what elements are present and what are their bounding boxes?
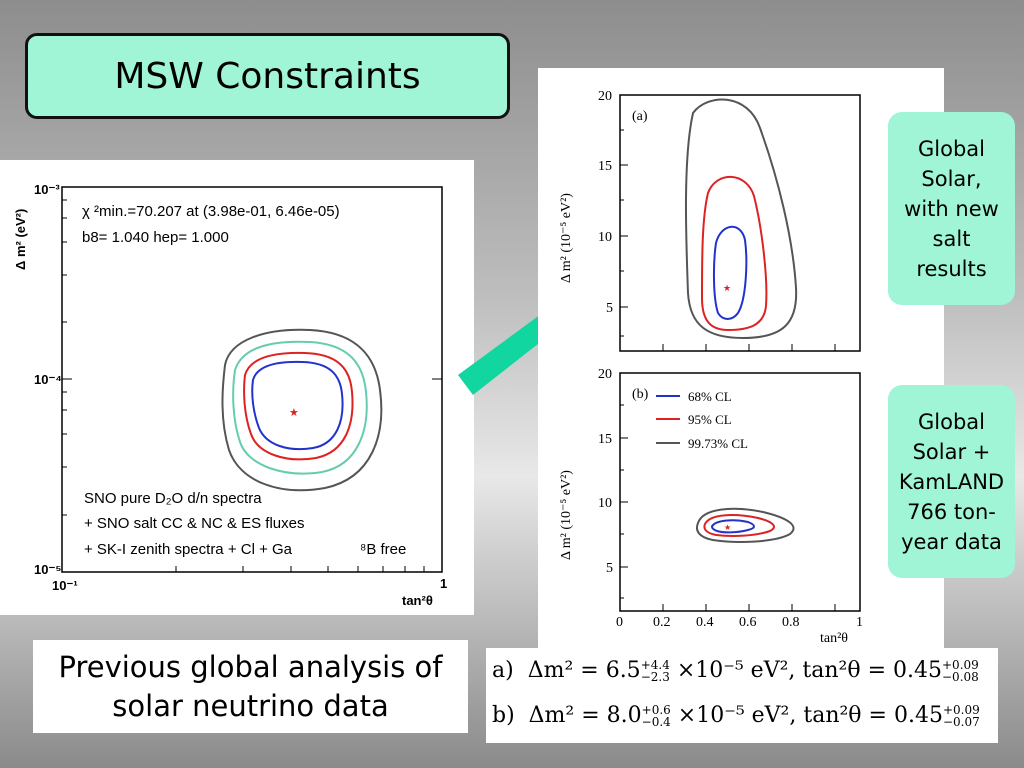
bottom-plot-frame: [619, 372, 861, 612]
legend-95-label: 95% CL: [688, 412, 732, 427]
left-chi-text: χ ²min.=70.207 at (3.98e-01, 6.46e-05): [82, 203, 340, 220]
formula-a-lhs: Δm² = 6.5: [527, 658, 641, 683]
previous-analysis-caption: Previous global analysis of solar neutri…: [33, 640, 468, 733]
left-b8-text: b8= 1.040 hep= 1.000: [82, 229, 229, 246]
left-x-tick-2: 1: [440, 576, 447, 591]
left-y-tick-3: 10⁻⁵: [34, 562, 61, 577]
left-x-tick-1: 10⁻¹: [52, 578, 78, 593]
right-contour-plots: 20 15 10 5 (a) Δ m² (10⁻⁵ eV²) ★ 20 15 1…: [559, 89, 863, 646]
left-y-axis-label: Δ m² (eV²): [13, 209, 28, 270]
top-y-tick-2: 15: [598, 159, 612, 174]
bottom-x-tick-1: 0: [616, 615, 623, 630]
left-legend-3: + SK-I zenith spectra + Cl + Ga: [84, 541, 293, 558]
top-y-tick-4: 5: [606, 301, 613, 316]
bottom-contour-68: [711, 519, 755, 534]
legend-99-label: 99.73% CL: [688, 436, 748, 451]
bottom-x-tick-5: 0.8: [782, 615, 800, 630]
formula-b-upper-error: +0.6: [641, 703, 671, 717]
formula-b-upper-error-2: +0.09: [942, 703, 980, 717]
legend-68-label: 68% CL: [688, 389, 732, 404]
bottom-best-fit-star: ★: [724, 523, 731, 532]
note-global-solar-salt: Global Solar, with new salt results: [888, 112, 1015, 305]
top-plot-frame: [619, 94, 861, 352]
bottom-x-tick-3: 0.4: [696, 615, 714, 630]
left-y-tick-2: 10⁻⁴: [34, 372, 62, 387]
top-y-tick-1: 20: [598, 89, 612, 104]
formula-b-lhs: Δm² = 8.0: [528, 703, 642, 728]
bottom-panel-label: (b): [632, 387, 649, 402]
top-y-tick-3: 10: [598, 230, 612, 245]
bottom-x-axis-label: tan²θ: [820, 631, 848, 646]
right-plots-panel: 20 15 10 5 (a) Δ m² (10⁻⁵ eV²) ★ 20 15 1…: [538, 68, 944, 648]
formula-a-middle: ×10⁻⁵ eV², tan²θ = 0.45: [676, 658, 942, 683]
left-contour-68: [251, 360, 344, 451]
left-legend-2: + SNO salt CC & NC & ES fluxes: [84, 515, 304, 532]
bottom-y-tick-3: 10: [598, 496, 612, 511]
formula-b-middle: ×10⁻⁵ eV², tan²θ = 0.45: [677, 703, 943, 728]
bottom-contour-99: [695, 507, 795, 543]
top-contour-95: [700, 175, 768, 332]
left-contour-outer: [221, 328, 383, 492]
formula-a-lower-error: −2.3: [640, 670, 670, 684]
bottom-x-tick-4: 0.6: [739, 615, 757, 630]
formula-b: b) Δm² = 8.0 +0.6 −0.4 ×10⁻⁵ eV², tan²θ = …: [492, 703, 980, 728]
formula-a-lower-error-2: −0.08: [942, 670, 979, 684]
left-contour-95: [243, 351, 354, 461]
formula-b-label: b): [492, 703, 515, 728]
formula-b-lower-error-2: −0.07: [942, 715, 980, 729]
left-plot-panel: 10⁻³ 10⁻⁴ 10⁻⁵ 10⁻¹ 1 tan²θ Δ m² (eV²) χ…: [0, 160, 474, 615]
bottom-contour-95: [703, 514, 775, 537]
formula-a-label: a): [492, 658, 514, 683]
top-panel-label: (a): [632, 109, 648, 124]
formula-b-lower-error: −0.4: [641, 715, 671, 729]
bottom-y-axis-label: Δ m² (10⁻⁵ eV²): [559, 470, 574, 560]
bottom-x-tick-6: 1: [856, 615, 863, 630]
top-contour-68: [712, 225, 748, 320]
left-legend-4: ⁸B free: [360, 541, 406, 558]
result-formulas: a) Δm² = 6.5 +4.4 −2.3 ×10⁻⁵ eV², tan²θ = …: [486, 648, 998, 743]
top-contour-99: [684, 98, 798, 340]
bottom-y-tick-4: 5: [606, 561, 613, 576]
slide-title: MSW Constraints: [25, 33, 510, 119]
top-best-fit-star: ★: [723, 283, 731, 293]
bottom-y-tick-2: 15: [598, 432, 612, 447]
bottom-y-tick-1: 20: [598, 367, 612, 382]
formula-a: a) Δm² = 6.5 +4.4 −2.3 ×10⁻⁵ eV², tan²θ = …: [492, 658, 979, 683]
top-y-axis-label: Δ m² (10⁻⁵ eV²): [559, 193, 574, 283]
note-global-solar-kamland: Global Solar + KamLAND 766 ton- year dat…: [888, 385, 1015, 578]
bottom-x-tick-2: 0.2: [653, 615, 671, 630]
left-x-axis-label: tan²θ: [402, 593, 433, 608]
formula-a-upper-error: +4.4: [640, 658, 670, 672]
left-legend-1: SNO pure D₂O d/n spectra: [84, 490, 262, 507]
left-contour-99: [232, 340, 368, 475]
left-contour-plot: 10⁻³ 10⁻⁴ 10⁻⁵ 10⁻¹ 1 tan²θ Δ m² (eV²) χ…: [13, 182, 447, 608]
left-y-tick-1: 10⁻³: [34, 182, 60, 197]
formula-a-upper-error-2: +0.09: [942, 658, 979, 672]
left-best-fit-star: ★: [289, 407, 299, 419]
